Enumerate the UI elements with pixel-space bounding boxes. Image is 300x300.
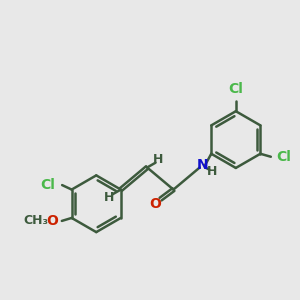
Text: CH₃: CH₃: [24, 214, 49, 227]
Text: O: O: [150, 197, 161, 212]
Text: Cl: Cl: [276, 150, 291, 164]
Text: H: H: [153, 153, 164, 166]
Text: N: N: [196, 158, 208, 172]
Text: H: H: [207, 165, 217, 178]
Text: Cl: Cl: [40, 178, 55, 192]
Text: O: O: [46, 214, 58, 228]
Text: H: H: [104, 191, 115, 204]
Text: Cl: Cl: [228, 82, 243, 96]
